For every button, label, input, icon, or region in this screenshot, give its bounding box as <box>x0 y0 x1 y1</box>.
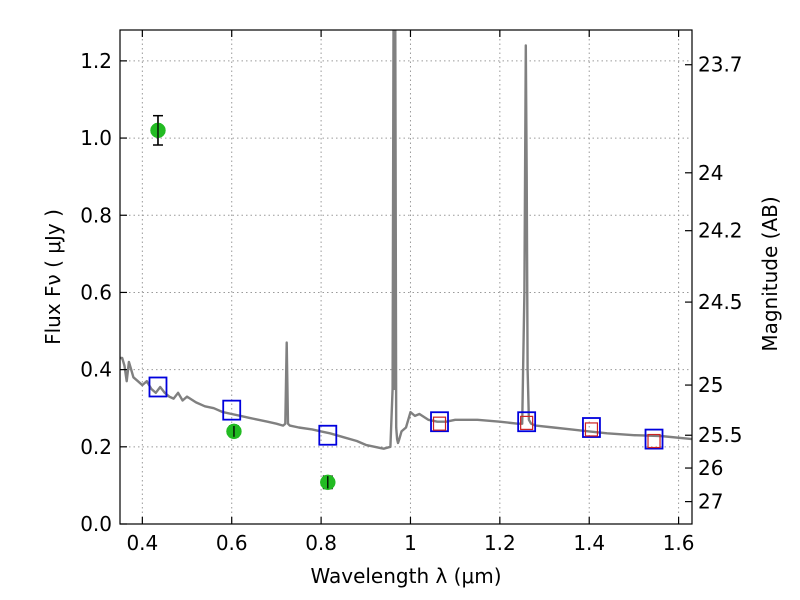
y-tick-label: 0.6 <box>80 280 112 304</box>
y-tick-label: 0.8 <box>80 203 112 227</box>
model-bandpass-square <box>318 424 338 446</box>
model-bandpass-square <box>222 399 242 421</box>
filter-model-square <box>432 416 447 431</box>
y-tick-label: 0.4 <box>80 358 112 382</box>
model-spectrum-line <box>120 30 692 450</box>
right-tick-label: 24 <box>698 161 723 185</box>
model-bandpass-square <box>582 417 601 438</box>
model-bandpass-square <box>644 428 664 450</box>
y-tick-label: 1.0 <box>80 126 112 150</box>
x-tick-label: 1 <box>404 531 417 555</box>
x-tick-label: 1.2 <box>484 531 516 555</box>
right-tick-label: 27 <box>698 490 723 514</box>
axes-frame <box>119 29 693 525</box>
model-bandpass-square <box>148 376 168 398</box>
right-tick-label: 24.5 <box>698 290 743 314</box>
y-tick-label: 0.2 <box>80 435 112 459</box>
right-tick-label: 25 <box>698 373 723 397</box>
x-tick-label: 1.6 <box>663 531 695 555</box>
right-tick-label: 23.7 <box>698 53 743 77</box>
x-tick-label: 0.6 <box>216 531 248 555</box>
ticks: 0.4 0.6 0.8 1 1.2 1.4 1.6 0.0 0.2 0.4 0.6 0.8 1.0 1.2… <box>80 30 743 555</box>
x-tick-label: 0.4 <box>126 531 158 555</box>
right-tick-label: 25.5 <box>698 423 743 447</box>
y-tick-label: 0.0 <box>80 512 112 536</box>
x-tick-label: 1.4 <box>573 531 605 555</box>
y-tick-label: 1.2 <box>80 49 112 73</box>
model-bandpass-square <box>430 411 449 433</box>
y-axis-label: Flux Fν ( μJy ) <box>41 209 65 345</box>
filter-model-square <box>584 422 599 437</box>
x-axis-label: Wavelength λ (μm) <box>310 564 501 588</box>
right-tick-label: 26 <box>698 456 723 480</box>
x-tick-label: 0.8 <box>305 531 337 555</box>
right-tick-label: 24.2 <box>698 219 743 243</box>
model-bandpass-square <box>517 411 537 433</box>
right-axis-label: Magnitude (AB) <box>758 196 782 351</box>
filter-model-square <box>647 433 661 449</box>
plot-area <box>120 30 692 491</box>
filter-model-square <box>520 415 534 430</box>
